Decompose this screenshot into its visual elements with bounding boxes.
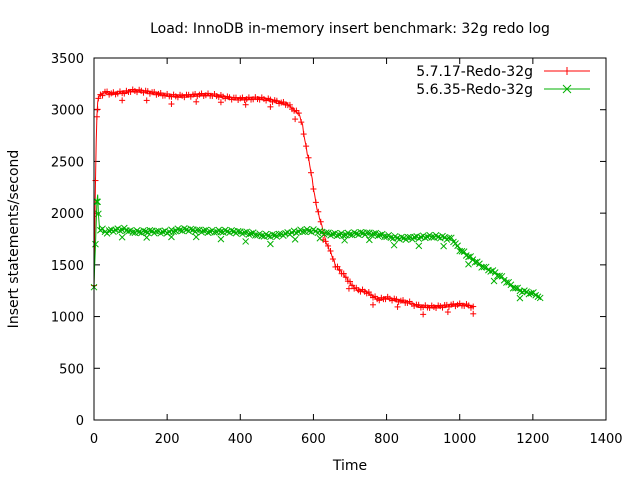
- legend: 5.7.17-Redo-32g 5.6.35-Redo-32g: [416, 64, 590, 98]
- y-tick-label: 0: [76, 414, 84, 429]
- y-tick-label: 3500: [51, 52, 84, 67]
- y-tick-label: 3000: [51, 104, 84, 119]
- y-tick-label: 1500: [51, 259, 84, 274]
- series-layer: [90, 86, 544, 318]
- x-tick-label: 1400: [589, 432, 622, 447]
- chart-title: Load: InnoDB in-memory insert benchmark:…: [150, 21, 550, 37]
- y-tick-label: 2500: [51, 155, 84, 170]
- legend-entry: 5.7.17-Redo-32g: [416, 64, 590, 80]
- y-tick-label: 1000: [51, 311, 84, 326]
- series-markers: [90, 198, 544, 302]
- y-axis-label: Insert statements/second: [6, 150, 22, 329]
- x-tick-label: 600: [301, 432, 326, 447]
- series-5.6.35-Redo-32g: [90, 194, 544, 302]
- x-axis-label: Time: [332, 458, 367, 474]
- x-tick-label: 800: [374, 432, 399, 447]
- legend-label: 5.7.17-Redo-32g: [416, 64, 533, 80]
- series-markers: [91, 86, 477, 318]
- series-line: [93, 88, 475, 310]
- series-5.7.17-Redo-32g: [91, 86, 477, 318]
- x-axis-ticks: 0 200 400 600 800 1000 1200 1400: [90, 58, 623, 447]
- y-axis-ticks: 0 500 1000 1500 2000 2500 3000 3500: [51, 52, 606, 429]
- legend-label: 5.6.35-Redo-32g: [416, 82, 533, 98]
- x-tick-label: 400: [228, 432, 253, 447]
- x-tick-label: 1000: [443, 432, 476, 447]
- x-tick-label: 200: [155, 432, 180, 447]
- legend-entry: 5.6.35-Redo-32g: [416, 82, 590, 98]
- x-tick-label: 1200: [516, 432, 549, 447]
- x-tick-label: 0: [90, 432, 98, 447]
- y-tick-label: 2000: [51, 207, 84, 222]
- plot-frame: [93, 57, 607, 421]
- y-tick-label: 500: [59, 362, 84, 377]
